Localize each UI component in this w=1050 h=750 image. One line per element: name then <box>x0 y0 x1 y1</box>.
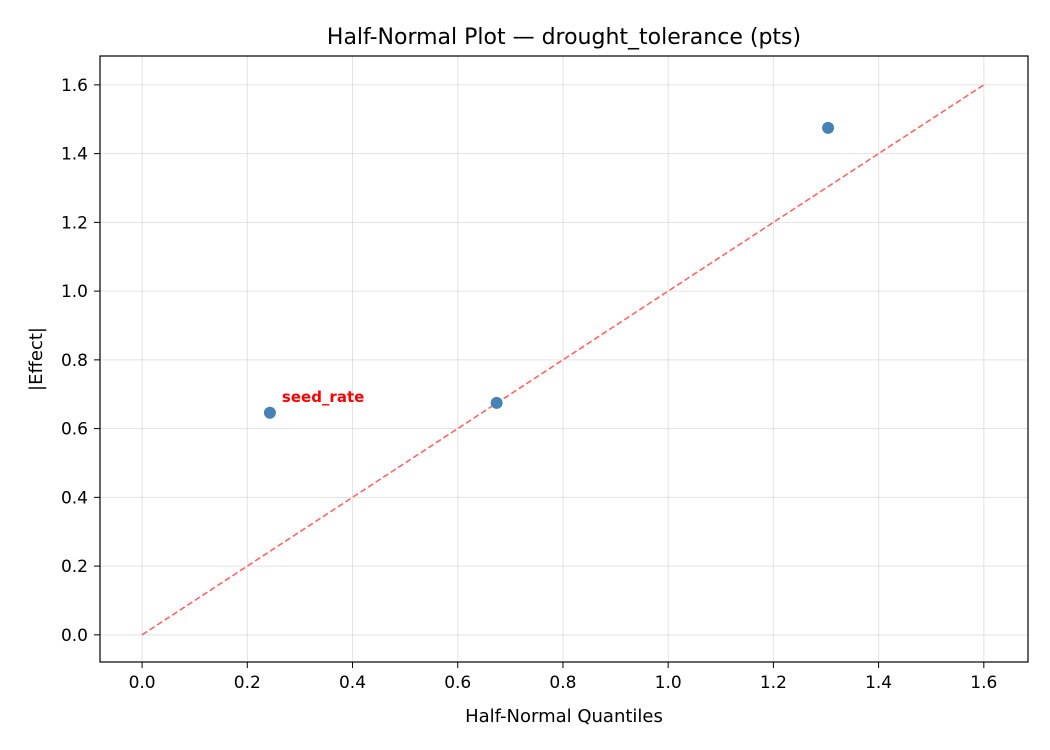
y-tick-label: 1.0 <box>61 282 88 302</box>
x-tick-label: 0.4 <box>339 673 366 693</box>
x-tick-label: 1.4 <box>865 673 892 693</box>
y-tick-label: 1.2 <box>61 213 88 233</box>
grid <box>100 56 1028 662</box>
x-tick-label: 0.8 <box>549 673 576 693</box>
x-tick-label: 1.6 <box>970 673 997 693</box>
reference-line <box>141 82 987 636</box>
y-axis: 0.0 0.2 0.4 0.6 0.8 1.0 1.2 1.4 1.6 <box>61 76 100 646</box>
x-axis: 0.0 0.2 0.4 0.6 0.8 1.0 1.2 1.4 1.6 <box>129 662 997 693</box>
x-tick-label: 1.2 <box>760 673 787 693</box>
data-point <box>263 406 276 419</box>
y-tick-label: 0.8 <box>61 351 88 371</box>
plot-frame <box>99 55 1029 663</box>
y-tick-label: 1.4 <box>61 145 88 165</box>
x-tick-label: 1.0 <box>655 673 682 693</box>
y-axis-label: |Effect| <box>26 327 47 391</box>
y-tick-label: 0.6 <box>61 420 88 440</box>
y-tick-label: 1.6 <box>61 76 88 96</box>
data-point <box>822 121 835 134</box>
x-tick-label: 0.6 <box>444 673 471 693</box>
point-annotation: seed_rate <box>282 388 364 406</box>
x-tick-label: 0.0 <box>129 673 156 693</box>
y-tick-label: 0.2 <box>61 557 88 577</box>
x-tick-label: 0.2 <box>234 673 261 693</box>
y-tick-label: 0.4 <box>61 488 88 508</box>
chart-title: Half-Normal Plot — drought_tolerance (pt… <box>327 25 801 50</box>
data-point <box>490 396 503 409</box>
y-tick-label: 0.0 <box>61 626 88 646</box>
x-axis-label: Half-Normal Quantiles <box>465 706 663 727</box>
